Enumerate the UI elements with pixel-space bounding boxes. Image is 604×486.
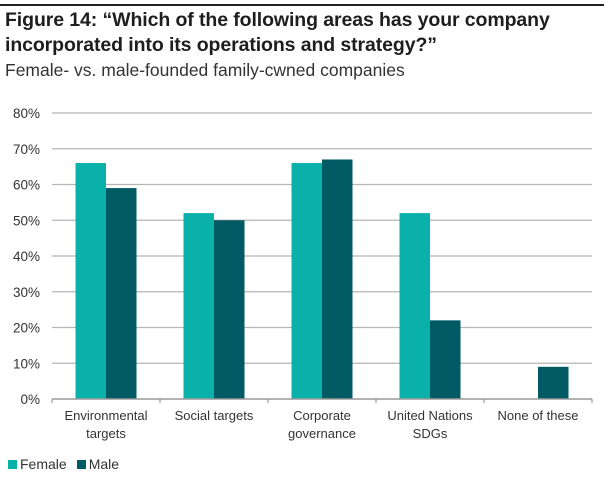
bar-male-2 bbox=[322, 159, 353, 399]
y-tick-label: 60% bbox=[13, 178, 40, 193]
x-category-label: Environmental bbox=[64, 408, 147, 423]
top-rule bbox=[0, 4, 604, 6]
bar-male-1 bbox=[214, 220, 245, 399]
legend-label-female: Female bbox=[20, 456, 67, 472]
x-axis-labels: Environmental targets Social targets Corpor… bbox=[64, 408, 578, 441]
y-tick-label: 70% bbox=[13, 142, 40, 157]
x-category-label: targets bbox=[86, 426, 126, 441]
figure-title: Figure 14: “Which of the following areas… bbox=[5, 9, 550, 56]
legend-swatch-male bbox=[76, 459, 86, 469]
legend-label-male: Male bbox=[88, 456, 120, 472]
bar-male-3 bbox=[430, 320, 461, 399]
x-category-label: Social targets bbox=[175, 408, 254, 423]
legend-swatch-female bbox=[8, 459, 17, 469]
y-tick-label: 50% bbox=[13, 213, 40, 228]
x-category-label: Corporate bbox=[293, 408, 351, 423]
x-category-label: governance bbox=[288, 426, 356, 441]
y-tick-label: 0% bbox=[20, 392, 40, 407]
bar-male-4 bbox=[538, 366, 569, 399]
x-axis bbox=[51, 398, 593, 403]
x-category-label: United Nations bbox=[387, 408, 473, 423]
bar-female-1 bbox=[183, 213, 214, 399]
y-tick-label: 40% bbox=[13, 249, 40, 264]
bar-female-3 bbox=[399, 213, 430, 399]
figure-subtitle: Female- vs. male-founded family-cwned co… bbox=[5, 60, 405, 80]
y-tick-label: 80% bbox=[13, 106, 40, 121]
legend-item-male: Male bbox=[76, 456, 120, 472]
bar-female-2 bbox=[291, 163, 322, 399]
legend: Female Male bbox=[8, 456, 129, 472]
y-tick-label: 20% bbox=[13, 321, 40, 336]
bars bbox=[75, 159, 569, 399]
x-category-label: SDGs bbox=[413, 426, 448, 441]
y-axis-ticks: 0% 10% 20% 30% 40% 50% 60% 70% 80% bbox=[13, 106, 40, 407]
bar-female-0 bbox=[75, 163, 106, 399]
y-tick-label: 10% bbox=[13, 356, 40, 371]
bar-male-0 bbox=[106, 188, 137, 399]
legend-item-female: Female bbox=[8, 456, 67, 472]
x-category-label: None of these bbox=[498, 408, 579, 423]
y-tick-label: 30% bbox=[13, 285, 40, 300]
